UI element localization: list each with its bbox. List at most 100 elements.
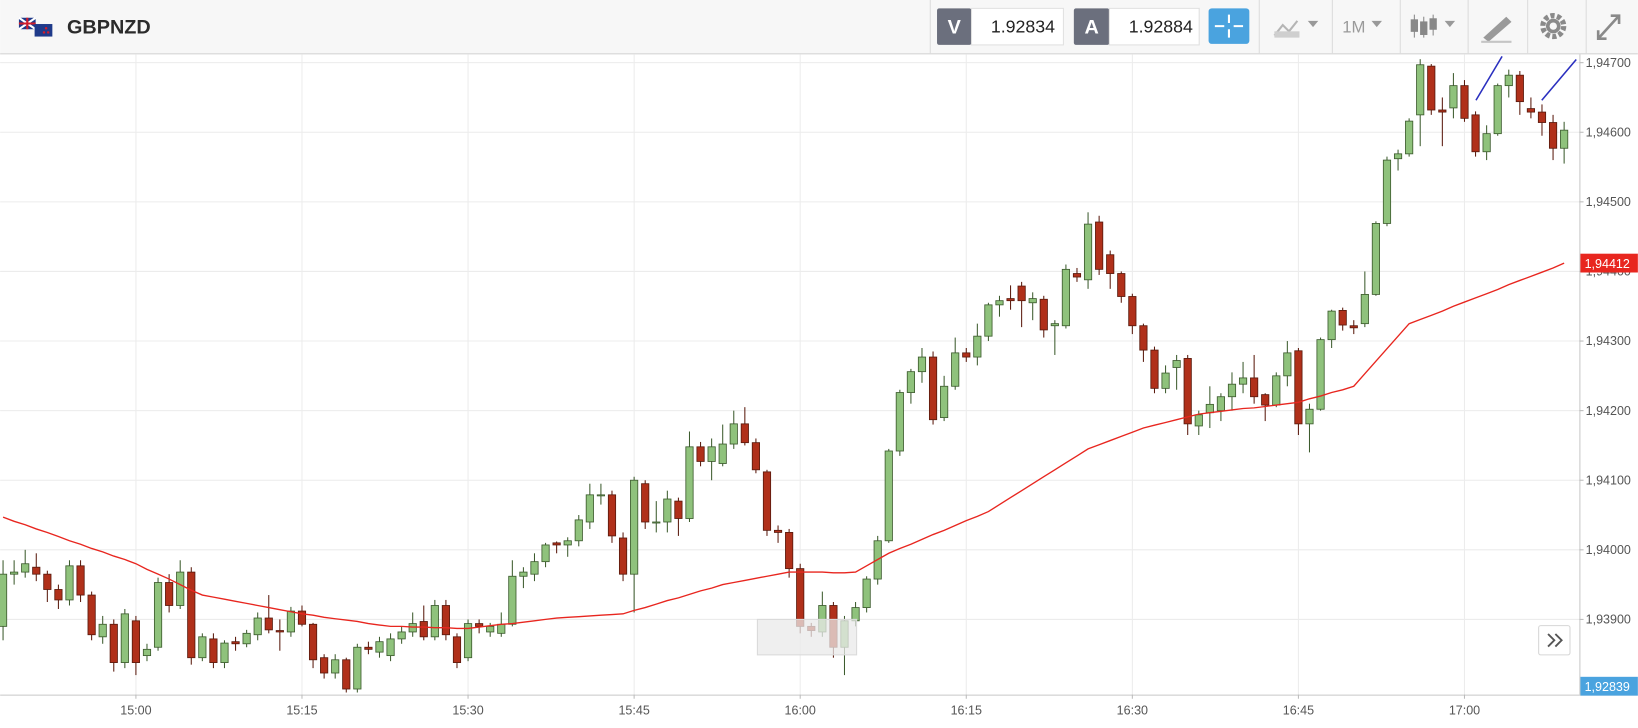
candle-body-up bbox=[574, 519, 583, 542]
candle-body-up bbox=[1416, 64, 1425, 116]
candle-body-up bbox=[884, 450, 893, 542]
candle-body-down bbox=[1548, 122, 1558, 149]
candle-body-down bbox=[1471, 114, 1480, 153]
chart-type-button[interactable] bbox=[1273, 20, 1319, 38]
timeframe-caret[interactable] bbox=[1371, 20, 1382, 28]
candle-body-up bbox=[1172, 360, 1181, 368]
candle-body-up bbox=[331, 659, 340, 674]
candle-body-up bbox=[253, 617, 262, 636]
candle-body-up bbox=[10, 571, 19, 575]
candle-body-down bbox=[364, 646, 373, 650]
candle-body-down bbox=[1338, 310, 1347, 326]
candle-body-up bbox=[153, 582, 163, 648]
candle-body-down bbox=[928, 356, 938, 421]
candle-body-up bbox=[508, 575, 517, 625]
candle-body-up bbox=[563, 540, 572, 546]
candle-body-down bbox=[1460, 85, 1469, 119]
x-tick-label: 15:00 bbox=[120, 703, 151, 717]
candle-body-down bbox=[696, 446, 705, 462]
y-tick-label: 1,94500 bbox=[1586, 195, 1631, 209]
candle-body-up bbox=[1161, 372, 1170, 389]
candle-body-up bbox=[1050, 323, 1059, 327]
candle-body-up bbox=[973, 335, 982, 358]
candle-body-down bbox=[1039, 298, 1048, 331]
buy-button[interactable] bbox=[1073, 8, 1110, 45]
candle-body-down bbox=[165, 582, 174, 606]
candle-body-down bbox=[618, 537, 628, 575]
ma-price-label: 1,94412 bbox=[1585, 257, 1630, 271]
candle-body-down bbox=[641, 483, 650, 523]
candle-style-button[interactable] bbox=[1410, 14, 1456, 38]
candle-body-up bbox=[1227, 383, 1237, 398]
timeframe[interactable]: 1M bbox=[1342, 17, 1365, 36]
fullscreen-button[interactable] bbox=[1596, 14, 1621, 40]
selection-box bbox=[756, 618, 858, 656]
candle-body-down bbox=[1072, 273, 1082, 278]
candle-body-up bbox=[1205, 403, 1214, 414]
candle-body-up bbox=[198, 636, 207, 659]
candle-body-up bbox=[1382, 159, 1392, 224]
candle-body-up bbox=[176, 571, 185, 606]
candle-body-down bbox=[32, 566, 41, 575]
y-tick-label: 1,94000 bbox=[1586, 543, 1631, 557]
candle-body-up bbox=[596, 494, 605, 497]
candle-body-down bbox=[187, 571, 196, 659]
candle-body-up bbox=[1238, 377, 1248, 385]
symbol: GBPNZD bbox=[67, 16, 151, 38]
sell-price[interactable]: 1.92834 bbox=[991, 16, 1055, 36]
candle-body-down bbox=[607, 494, 617, 537]
moving-average-line bbox=[2, 262, 1565, 630]
buy-price-box[interactable] bbox=[1108, 7, 1200, 46]
candle-body-down bbox=[308, 623, 318, 661]
candle-body-down bbox=[320, 657, 329, 674]
candle-body-up bbox=[463, 623, 473, 659]
candle-body-down bbox=[740, 423, 749, 444]
candle-body-up bbox=[530, 561, 539, 575]
candle-body-down bbox=[275, 630, 284, 633]
candle-body-down bbox=[475, 623, 484, 627]
candle-body-up bbox=[1283, 352, 1292, 377]
settings-button[interactable] bbox=[1540, 13, 1567, 40]
y-tick-label: 1,94100 bbox=[1586, 473, 1631, 487]
sell-label[interactable]: V bbox=[948, 16, 962, 38]
candle-body-up bbox=[1305, 408, 1314, 425]
candle-body-down bbox=[552, 542, 561, 546]
candle-body-down bbox=[342, 659, 351, 690]
candle-body-up bbox=[718, 443, 727, 464]
candle-body-up bbox=[895, 392, 904, 452]
ma-price-tag bbox=[1580, 253, 1638, 273]
candle-body-up bbox=[729, 423, 738, 445]
candle-body-down bbox=[1106, 254, 1115, 274]
candle-body-up bbox=[685, 446, 694, 519]
x-tick-label: 16:30 bbox=[1117, 703, 1148, 717]
candle-body-down bbox=[796, 568, 805, 627]
candle-body-down bbox=[54, 589, 63, 601]
crosshair-button[interactable] bbox=[1208, 8, 1250, 44]
draw-button[interactable] bbox=[1481, 16, 1512, 43]
candle-body-down bbox=[1526, 108, 1535, 113]
candle-body-up bbox=[995, 300, 1004, 306]
candle-body-up bbox=[98, 623, 107, 638]
candle-body-up bbox=[1272, 375, 1281, 406]
candle-body-down bbox=[1349, 325, 1358, 329]
current-price-label: 1,92839 bbox=[1585, 680, 1630, 694]
candle-body-up bbox=[386, 638, 395, 657]
candle-body-up bbox=[652, 521, 661, 524]
buy-label[interactable]: A bbox=[1084, 16, 1098, 38]
candle-body-up bbox=[242, 632, 251, 645]
candle-body-down bbox=[1017, 285, 1026, 302]
candle-body-up bbox=[906, 371, 915, 393]
scroll-icon bbox=[1547, 633, 1563, 648]
candle-body-down bbox=[1095, 221, 1104, 270]
candle-body-up bbox=[1360, 293, 1369, 325]
buy-price[interactable]: 1.92884 bbox=[1129, 16, 1193, 36]
sell-button[interactable] bbox=[937, 8, 972, 45]
sell-price-box[interactable] bbox=[970, 7, 1064, 46]
candle-body-down bbox=[1117, 273, 1126, 297]
candle-body-down bbox=[297, 610, 307, 625]
y-tick-label: 1,94600 bbox=[1586, 125, 1631, 139]
candle-body-down bbox=[87, 594, 96, 636]
candle-body-up bbox=[541, 544, 550, 563]
x-tick-label: 15:30 bbox=[452, 703, 483, 717]
x-tick-label: 16:45 bbox=[1283, 703, 1314, 717]
